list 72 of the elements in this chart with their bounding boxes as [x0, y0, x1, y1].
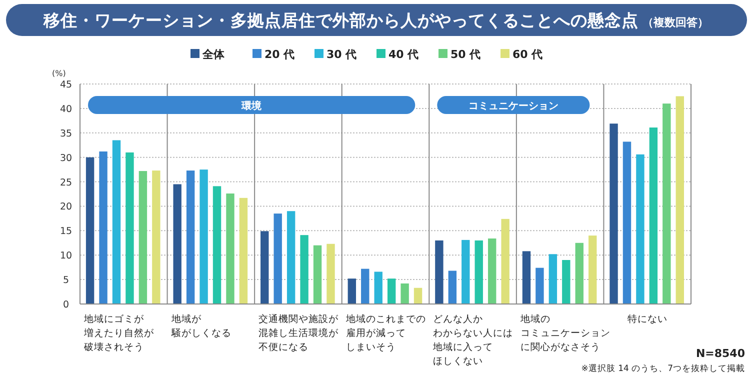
bar [548, 254, 558, 304]
x-tick-label: 交通機関や施設が混雑し生活環境が不便になる [258, 313, 340, 353]
bar [200, 170, 208, 304]
x-tick-label: 地域のこれまでの雇用が減ってしまいそう [344, 313, 426, 353]
bar [86, 157, 94, 304]
bar [488, 238, 496, 304]
text: N=8540 [696, 347, 746, 360]
bar [562, 260, 570, 304]
bar [536, 268, 544, 304]
y-tick-label: 5 [62, 275, 70, 286]
y-tick-label: 40 [60, 104, 72, 115]
y-tick-label: 0 [62, 300, 70, 310]
bar [662, 104, 671, 304]
y-tick-label: 10 [60, 250, 72, 262]
annotation: 環境 [240, 100, 263, 112]
legend-label: 50 代 [450, 48, 481, 61]
annotation: コミュニケーション [468, 101, 558, 112]
y-tick-label: 45 [60, 80, 72, 90]
bar [522, 251, 531, 304]
bar [474, 240, 483, 304]
bar [676, 96, 684, 304]
y-tick-label: 35 [60, 128, 72, 140]
y-tick-label: 25 [60, 177, 72, 188]
y-tick-label: 30 [60, 152, 72, 164]
bar [374, 272, 382, 304]
bar [501, 218, 510, 304]
chart-title: 移住・ワーケーション・多拠点居住で外部から人がやってくることへの懸念点 [44, 11, 638, 30]
text: ※選択肢 14 のうち、7つを抜粋して掲載 [581, 363, 745, 374]
x-tick-label: 特にない [627, 313, 668, 325]
y-tick-label: 20 [60, 202, 72, 213]
bar [286, 211, 296, 304]
legend-label: 全体 [202, 48, 226, 61]
bar [226, 194, 234, 304]
x-tick-label: どんな人かわからない人には地域に入ってほしくない [432, 314, 514, 367]
bar [400, 283, 409, 304]
bar [348, 278, 356, 304]
x-tick-label: 地域にゴミが増えたり自然が破壊されそう [83, 313, 155, 353]
x-tick-label: 地域が騒がしくなる [170, 313, 232, 339]
bar [326, 244, 335, 304]
bar [173, 184, 182, 304]
bar [152, 170, 160, 304]
legend-label: 30 代 [326, 48, 357, 61]
y-tick-label: 15 [60, 226, 72, 238]
bar [435, 240, 444, 304]
bar [126, 152, 134, 304]
y-axis-title: (%) [52, 69, 66, 78]
bar [414, 288, 422, 304]
bar [387, 278, 396, 304]
bar [361, 268, 370, 304]
bar [186, 170, 195, 304]
bar [99, 151, 108, 304]
bar [239, 198, 248, 304]
bar [588, 236, 597, 304]
bar [260, 231, 269, 304]
bar [112, 140, 121, 304]
x-tick-label: 地域のコミュニケーションに関心がなさそう [519, 313, 610, 353]
bar [313, 245, 322, 304]
chart-subtitle: （複数回答） [642, 16, 708, 29]
bar [462, 240, 470, 304]
bar [300, 235, 308, 304]
bar [138, 171, 148, 304]
legend-label: 20 代 [264, 48, 295, 61]
bar [448, 270, 457, 304]
legend-label: 40 代 [388, 48, 419, 61]
legend-label: 60 代 [512, 48, 543, 61]
bar [212, 186, 222, 304]
bar [610, 124, 618, 304]
bar [636, 154, 644, 304]
bar [649, 128, 658, 304]
bar [622, 142, 632, 304]
bar [575, 242, 584, 304]
bar [274, 214, 282, 304]
